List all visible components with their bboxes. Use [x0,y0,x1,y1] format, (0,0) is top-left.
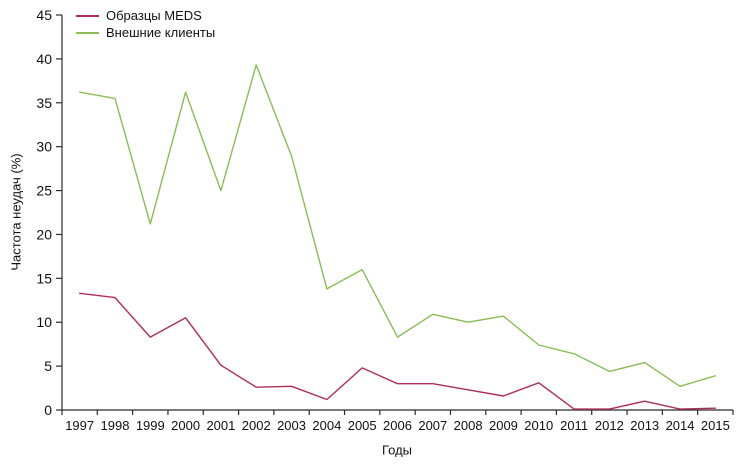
y-axis-tick-label: 20 [36,226,52,242]
x-axis-tick-label: 1998 [101,418,130,433]
series-line-meds [78,292,716,410]
chart-legend: Образцы MEDS Внешние клиенты [76,9,215,40]
x-axis-tick-label: 2012 [595,418,624,433]
x-axis-tick-label: 2001 [206,418,235,433]
y-axis-tick-label: 5 [44,358,52,374]
series-line-external-clients [78,64,716,387]
y-axis-tick-label: 30 [36,139,52,155]
y-axis-title: Частота неудач (%) [8,153,24,271]
x-axis-tick-label: 2006 [383,418,412,433]
x-axis-tick-label: 2000 [171,418,200,433]
legend-label-external-clients: Внешние клиенты [106,25,216,40]
y-axis-tick-label: 10 [36,314,52,330]
x-axis-tick-label: 2008 [454,418,483,433]
x-axis-tick-label: 2003 [277,418,306,433]
y-axis-tick-label: 0 [44,402,52,418]
x-axis-tick-label: 2015 [701,418,730,433]
external-clients-line-swatch [76,32,99,34]
y-axis-tick-label: 35 [36,95,52,111]
legend-label-meds: Образцы MEDS [106,8,202,23]
x-axis-title: Годы [381,442,413,458]
x-axis-tick-label: 2004 [312,418,341,433]
y-axis-tick-label: 40 [36,51,52,67]
x-axis-tick-label: 1999 [136,418,165,433]
x-axis-tick-label: 2005 [348,418,377,433]
x-axis-tick-label: 2014 [666,418,695,433]
y-axis-tick-label: 15 [36,270,52,286]
x-axis-tick-label: 2013 [630,418,659,433]
x-axis-tick-label: 2007 [418,418,447,433]
x-axis-tick-label: 2002 [242,418,271,433]
x-axis-tick-label: 2011 [560,418,588,433]
y-axis-tick-label: 45 [36,7,52,23]
legend-item-external-clients: Внешние клиенты [76,26,215,40]
x-axis-tick-label: 1997 [65,418,94,433]
y-axis-tick-label: 25 [36,183,52,199]
meds-line-swatch [76,15,99,17]
x-axis-tick-label: 2010 [524,418,553,433]
legend-item-meds: Образцы MEDS [76,9,215,23]
x-axis-tick-label: 2009 [489,418,518,433]
